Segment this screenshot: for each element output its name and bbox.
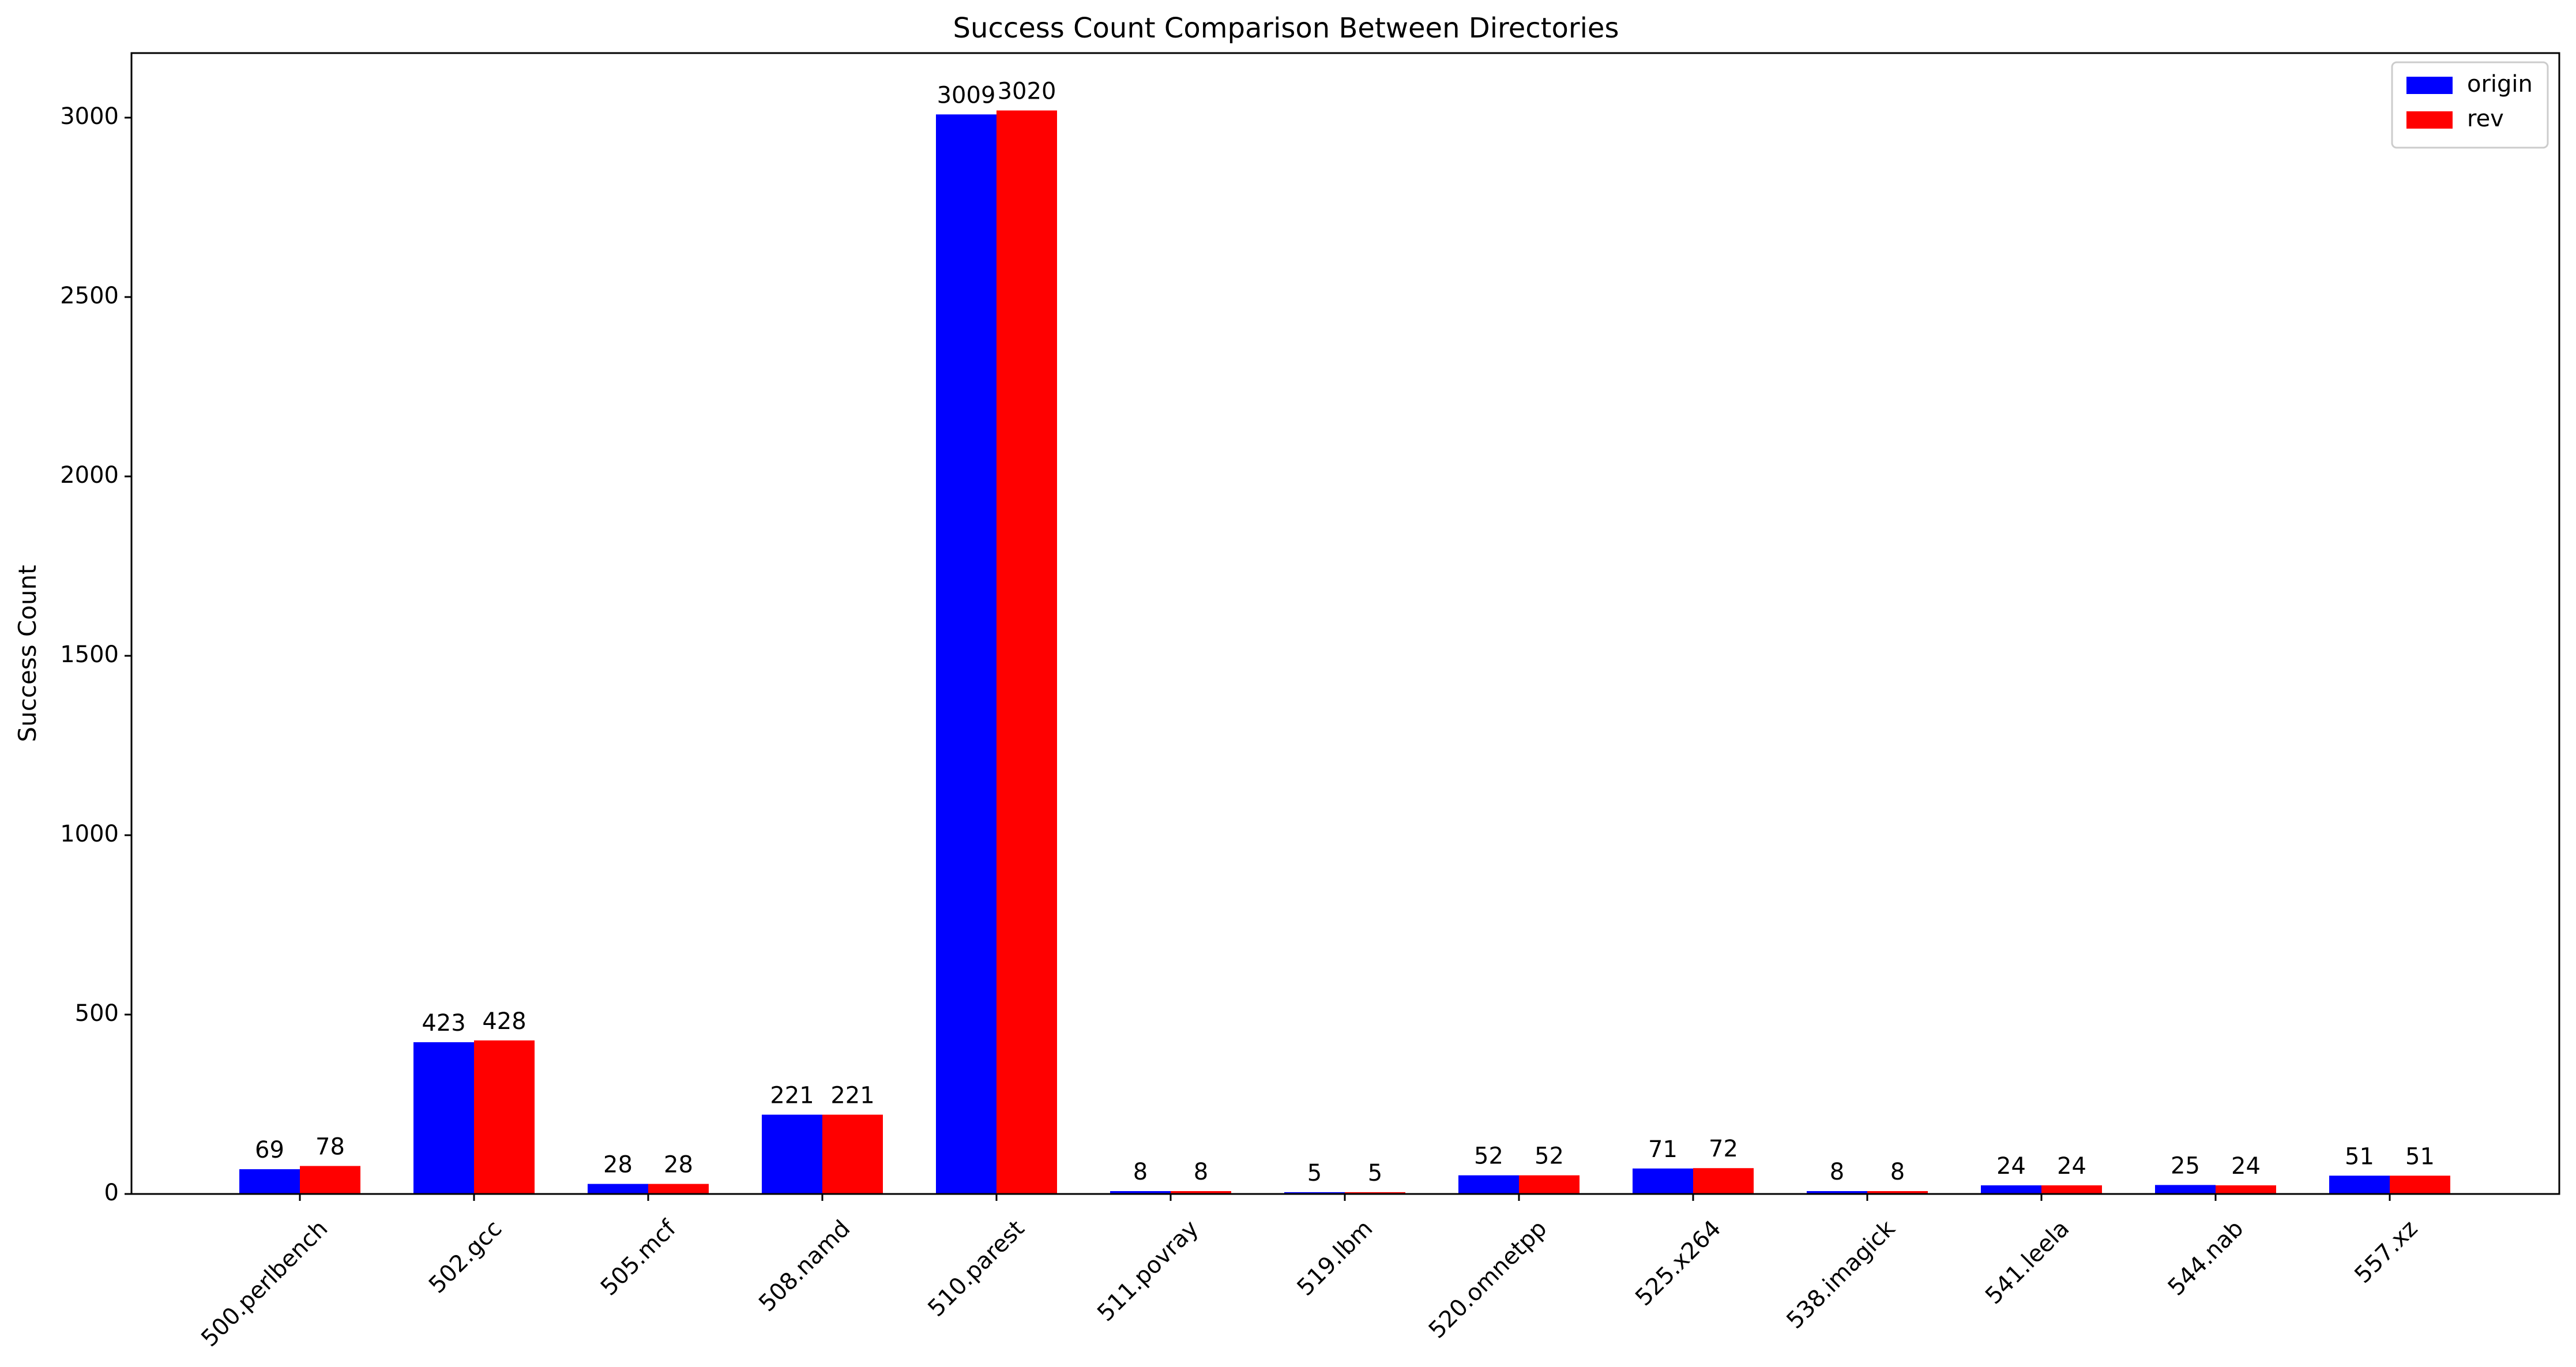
bar-value-label: 72 [1709, 1136, 1738, 1162]
bar-origin-500.perlbench [239, 1169, 300, 1194]
bar-origin-519.lbm [1284, 1192, 1345, 1194]
chart-title: Success Count Comparison Between Directo… [953, 12, 1619, 44]
y-tick-label: 0 [104, 1180, 119, 1206]
bar-rev-520.omnetpp [1519, 1175, 1580, 1194]
bar-origin-525.x264 [1633, 1168, 1693, 1194]
bar-value-label: 71 [1648, 1136, 1678, 1163]
bar-origin-557.xz [2329, 1176, 2390, 1194]
bar-value-label: 428 [482, 1008, 526, 1035]
bar-origin-511.povray [1110, 1191, 1171, 1194]
legend-label-origin: origin [2467, 71, 2533, 97]
bar-value-label: 24 [2231, 1153, 2261, 1180]
bar-value-label: 221 [830, 1083, 874, 1109]
bar-labels-group: 69 78 423 428 28 28 221 221 3009 3020 8 8 5 5 52 52 71 72… [255, 78, 2435, 1186]
bar-origin-510.parest [936, 114, 996, 1195]
y-tick-label: 1500 [60, 641, 119, 668]
legend: origin rev [2391, 61, 2549, 149]
legend-swatch-rev [2406, 111, 2453, 129]
y-tick-label: 2500 [60, 283, 119, 309]
bar-rev-519.lbm [1345, 1192, 1405, 1194]
bar-value-label: 24 [2057, 1153, 2086, 1180]
y-tick-label: 500 [75, 1000, 119, 1027]
bar-value-label: 5 [1307, 1160, 1322, 1186]
bar-value-label: 51 [2345, 1143, 2374, 1170]
legend-swatch-origin [2406, 77, 2453, 94]
bar-rev-541.leela [2041, 1185, 2102, 1194]
bar-value-label: 51 [2405, 1143, 2435, 1170]
bar-origin-508.namd [762, 1114, 822, 1194]
bar-rev-505.mcf [648, 1184, 709, 1194]
y-tick-label: 1000 [60, 821, 119, 847]
bar-value-label: 52 [1474, 1143, 1503, 1170]
bar-value-label: 423 [422, 1010, 465, 1036]
bar-rev-510.parest [996, 110, 1057, 1195]
bar-value-label: 52 [1535, 1143, 1564, 1170]
bar-origin-520.omnetpp [1458, 1175, 1519, 1194]
bar-rev-511.povray [1171, 1191, 1231, 1194]
bar-value-label: 221 [770, 1083, 814, 1109]
y-ticks-group: 0 500 1000 1500 2000 2500 3000 [60, 103, 131, 1206]
bar-rev-500.perlbench [300, 1166, 360, 1194]
bar-origin-502.gcc [413, 1042, 474, 1194]
y-tick-label: 3000 [60, 103, 119, 130]
bar-value-label: 8 [1830, 1159, 1844, 1185]
bar-value-label: 28 [603, 1152, 633, 1178]
bar-rev-538.imagick [1867, 1191, 1928, 1194]
bar-value-label: 8 [1133, 1159, 1148, 1185]
bar-value-label: 3020 [998, 78, 1056, 105]
bar-rev-508.namd [822, 1114, 883, 1194]
bar-value-label: 28 [664, 1152, 693, 1178]
bar-rev-502.gcc [474, 1040, 535, 1194]
bar-value-label: 5 [1368, 1160, 1382, 1186]
bar-value-label: 78 [315, 1133, 345, 1160]
bar-rev-525.x264 [1693, 1168, 1754, 1194]
bar-value-label: 8 [1890, 1159, 1905, 1185]
bar-rev-557.xz [2390, 1176, 2450, 1194]
bar-value-label: 25 [2171, 1152, 2200, 1179]
bar-value-label: 3009 [937, 82, 996, 108]
bar-origin-544.nab [2155, 1185, 2216, 1194]
bar-origin-541.leela [1981, 1185, 2041, 1194]
bar-value-label: 69 [255, 1137, 284, 1163]
bar-origin-538.imagick [1807, 1191, 1867, 1194]
bars-group [239, 110, 2450, 1195]
bar-value-label: 24 [1996, 1153, 2026, 1180]
legend-label-rev: rev [2467, 106, 2504, 132]
plot-area-frame [130, 52, 2560, 1195]
y-tick-label: 2000 [60, 462, 119, 489]
bar-value-label: 8 [1194, 1159, 1208, 1185]
bar-rev-544.nab [2216, 1185, 2276, 1194]
bar-origin-505.mcf [588, 1184, 648, 1194]
y-axis-label: Success Count [13, 565, 42, 742]
